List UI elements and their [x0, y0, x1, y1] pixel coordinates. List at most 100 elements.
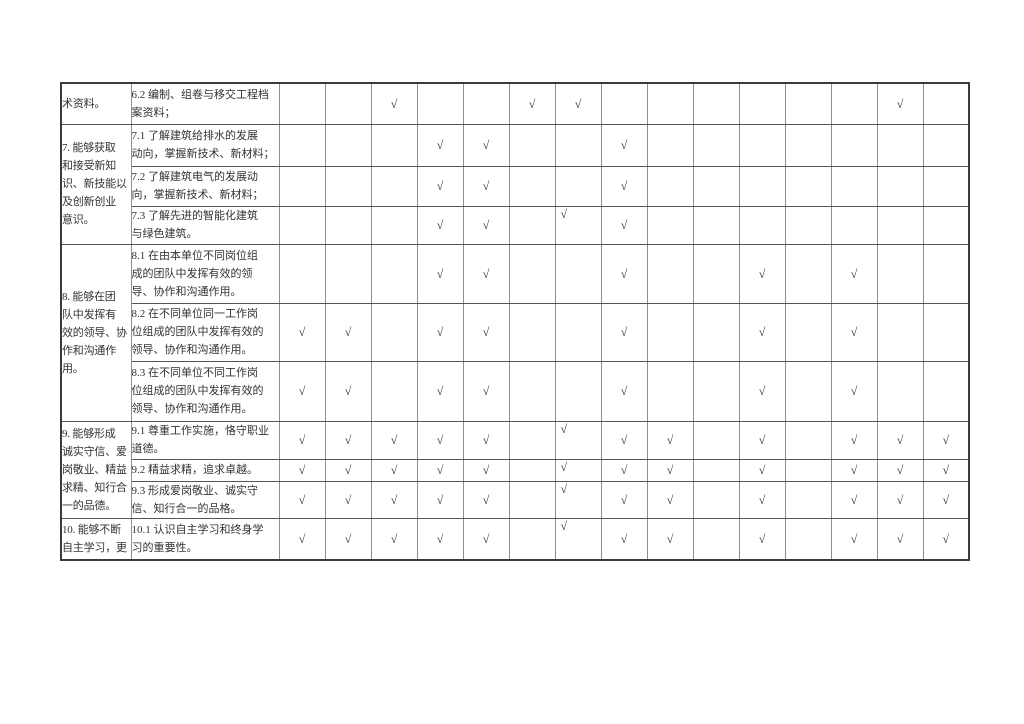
check-cell	[370, 205, 418, 245]
check-cell	[554, 302, 602, 362]
check-mark: √	[482, 138, 490, 152]
check-mark: √	[560, 518, 568, 533]
check-cell: √	[416, 458, 464, 482]
check-mark: √	[482, 492, 490, 507]
check-cell	[830, 82, 878, 125]
check-cell	[784, 302, 832, 362]
check-cell	[508, 165, 556, 207]
check-cell: √	[830, 458, 878, 482]
check-cell	[830, 165, 878, 207]
check-cell: √	[600, 302, 648, 362]
check-cell	[508, 480, 556, 519]
check-mark: √	[344, 433, 352, 447]
check-cell: √	[324, 302, 372, 362]
check-cell	[324, 243, 372, 304]
check-cell: √	[278, 480, 326, 519]
check-cell: √	[370, 458, 418, 482]
check-mark: √	[666, 492, 674, 507]
check-cell	[370, 302, 418, 362]
check-cell	[692, 360, 740, 422]
check-mark: √	[390, 531, 398, 546]
check-cell	[600, 82, 648, 125]
check-cell: √	[416, 517, 464, 561]
check-mark: √	[390, 433, 398, 447]
check-mark: √	[620, 531, 628, 546]
check-cell: √	[830, 420, 878, 460]
competency-cell: 术资料。	[60, 82, 132, 125]
check-cell: √	[646, 420, 694, 460]
matrix-row: 10. 能够不断 自主学习，更 10.1 认识自主学习和终身学 习的重要性。 √ √ √…	[60, 517, 970, 561]
check-cell: √	[554, 517, 602, 561]
check-cell	[278, 243, 326, 304]
check-mark: √	[482, 325, 490, 339]
check-cell: √	[600, 360, 648, 422]
indicator-cell: 7.3 了解先进的智能化建筑 与绿色建筑。	[130, 205, 280, 245]
check-mark: √	[298, 531, 306, 546]
check-cell	[508, 123, 556, 167]
check-cell	[692, 420, 740, 460]
check-mark: √	[620, 266, 628, 281]
check-mark: √	[758, 433, 766, 447]
check-cell	[692, 205, 740, 245]
check-cell: √	[324, 517, 372, 561]
check-cell: √	[416, 165, 464, 207]
check-cell	[646, 205, 694, 245]
check-cell	[784, 480, 832, 519]
check-cell: √	[462, 517, 510, 561]
check-cell: √	[462, 420, 510, 460]
check-cell: √	[370, 420, 418, 460]
matrix-row: 7.2 了解建筑电气的发展动 向，掌握新技术、新材料； √ √ √	[61, 165, 970, 207]
check-cell: √	[738, 302, 786, 362]
check-cell: √	[646, 480, 694, 519]
check-mark: √	[344, 492, 352, 507]
check-cell	[508, 205, 556, 245]
check-cell	[508, 458, 556, 482]
check-mark: √	[620, 384, 628, 398]
check-mark: √	[390, 463, 398, 477]
indicator-cell: 8.3 在不同单位不同工作岗 位组成的团队中发挥有效的 领导、协作和沟通作用。	[130, 360, 280, 422]
check-mark: √	[436, 531, 444, 546]
check-mark: √	[850, 463, 858, 477]
check-cell	[922, 302, 970, 362]
check-cell: √	[416, 420, 464, 460]
matrix-row: 9. 能够形成 诚实守信、爱 岗敬业、精益 求精、知行合 一的品德。 9.1 尊重…	[60, 420, 970, 519]
check-mark: √	[482, 433, 490, 447]
check-cell	[876, 165, 924, 207]
check-mark: √	[436, 179, 444, 193]
check-cell	[508, 243, 556, 304]
check-cell	[646, 360, 694, 422]
check-cell: √	[830, 302, 878, 362]
check-cell: √	[462, 243, 510, 304]
check-cell: √	[278, 517, 326, 561]
check-cell	[784, 82, 832, 125]
check-cell: √	[324, 458, 372, 482]
check-cell	[784, 360, 832, 422]
check-mark: √	[390, 492, 398, 507]
check-mark: √	[666, 433, 674, 447]
indicator-cell: 8.1 在由本单位不同岗位组 成的团队中发挥有效的领 导、协作和沟通作用。	[130, 243, 280, 304]
check-cell	[784, 165, 832, 207]
check-mark: √	[482, 179, 490, 193]
competency-cell: 10. 能够不断 自主学习，更	[60, 517, 132, 561]
indicator-cell: 9.1 尊重工作实施，恪守职业 道德。	[130, 420, 280, 460]
check-cell	[876, 123, 924, 167]
check-cell: √	[600, 420, 648, 460]
check-cell: √	[738, 517, 786, 561]
indicator-cell: 10.1 认识自主学习和终身学 习的重要性。	[130, 517, 280, 561]
check-mark: √	[436, 138, 444, 152]
check-cell: √	[600, 165, 648, 207]
check-mark: √	[482, 531, 490, 546]
check-mark: √	[666, 463, 674, 477]
check-cell: √	[370, 82, 418, 125]
check-cell: √	[462, 360, 510, 422]
check-mark: √	[436, 218, 444, 232]
check-mark: √	[298, 384, 306, 398]
check-cell	[876, 243, 924, 304]
check-cell	[554, 243, 602, 304]
check-cell: √	[462, 480, 510, 519]
check-mark: √	[896, 531, 904, 546]
check-mark: √	[560, 206, 568, 221]
check-cell	[784, 123, 832, 167]
indicator-cell: 9.2 精益求精，追求卓越。	[130, 458, 280, 482]
